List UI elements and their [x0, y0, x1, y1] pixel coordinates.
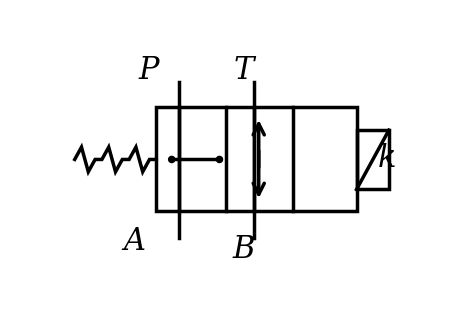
Text: A: A [124, 226, 146, 257]
Bar [156, 107, 357, 211]
Circle shape [217, 156, 222, 163]
Text: B: B [233, 234, 255, 265]
Bar [357, 130, 389, 190]
Text: P: P [138, 55, 159, 86]
Text: T: T [234, 55, 254, 86]
Text: k: k [378, 143, 396, 174]
Circle shape [169, 156, 175, 163]
